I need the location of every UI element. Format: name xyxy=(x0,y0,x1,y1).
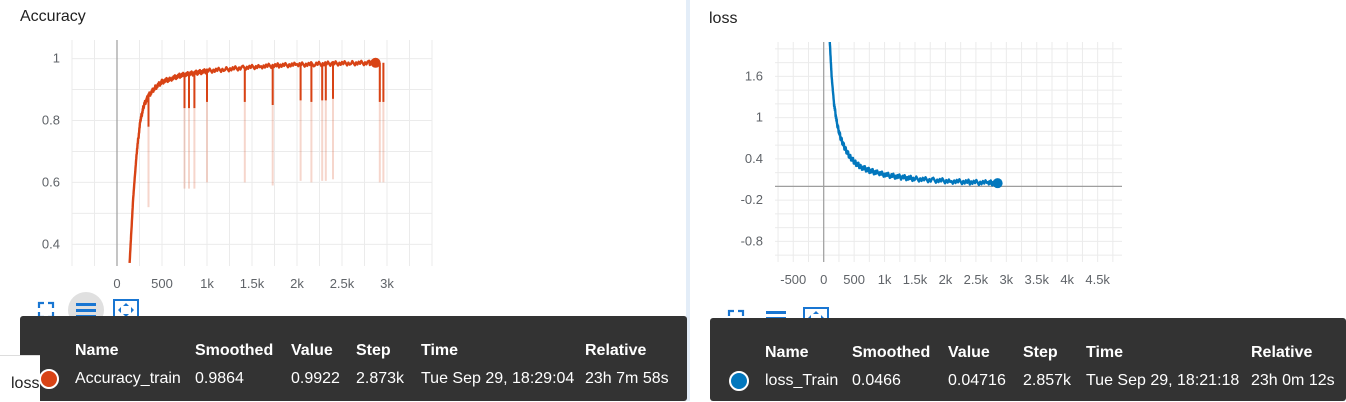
y-tick-label: -0.2 xyxy=(741,192,763,207)
y-tick-label: 0.8 xyxy=(42,112,60,127)
x-tick-label: 2.5k xyxy=(330,276,355,291)
col-relative: Relative xyxy=(585,342,647,359)
row-value: 0.04716 xyxy=(948,372,1006,389)
x-tick-label: 2k xyxy=(290,276,304,291)
row-step: 2.873k xyxy=(356,370,405,387)
col-relative: Relative xyxy=(1251,344,1313,361)
y-tick-label: 1 xyxy=(756,110,763,125)
x-tick-label: 1.5k xyxy=(903,272,928,287)
y-tick-label: 0.6 xyxy=(42,174,60,189)
x-tick-label: 1k xyxy=(878,272,892,287)
x-tick-label: 1.5k xyxy=(240,276,265,291)
x-tick-label: 0 xyxy=(113,276,120,291)
series-line xyxy=(128,59,377,263)
loss-chart-title: loss xyxy=(709,10,738,27)
col-smoothed: Smoothed xyxy=(852,344,931,361)
row-time: Tue Sep 29, 18:29:04 xyxy=(421,370,575,387)
row-smoothed: 0.9864 xyxy=(195,370,244,387)
x-tick-label: 4.5k xyxy=(1085,272,1110,287)
x-tick-label: 3.5k xyxy=(1024,272,1049,287)
row-name: loss_Train xyxy=(765,372,839,389)
panel-divider xyxy=(686,0,690,401)
accuracy-chart-title: Accuracy xyxy=(20,8,86,25)
x-tick-label: 2k xyxy=(939,272,953,287)
next-card-peek: loss xyxy=(0,355,40,402)
fullscreen-button[interactable] xyxy=(718,300,754,336)
x-tick-label: -500 xyxy=(780,272,806,287)
col-value: Value xyxy=(948,344,990,361)
y-tick-label: 0.4 xyxy=(42,236,60,251)
fullscreen-icon xyxy=(37,301,55,319)
col-step: Step xyxy=(1023,344,1058,361)
y-tick-label: 1.6 xyxy=(745,68,763,83)
fullscreen-button[interactable] xyxy=(28,292,64,328)
row-value: 0.9922 xyxy=(291,370,340,387)
accuracy-chart[interactable]: 0 500 1k 1.5k 2k 2.5k 3k 0.4 0.6 0.8 1 xyxy=(0,0,686,300)
loss-card: loss -500 0 500 1k 1.5k 2k 2.5k 3k 3.5k 4k 4.5k -0.… xyxy=(690,0,1346,401)
x-tick-label: 0 xyxy=(820,272,827,287)
col-value: Value xyxy=(291,342,333,359)
hover-point xyxy=(992,178,1003,189)
col-time: Time xyxy=(421,342,459,359)
col-name: Name xyxy=(765,344,809,361)
loss-tooltip: Name Smoothed Value Step Time Relative l… xyxy=(710,318,1346,401)
y-tick-label: -0.8 xyxy=(741,233,763,248)
row-step: 2.857k xyxy=(1023,372,1072,389)
next-card-title: loss xyxy=(11,375,40,392)
x-tick-label: 500 xyxy=(151,276,173,291)
hover-point xyxy=(370,57,381,68)
y-tick-label: 1 xyxy=(53,51,60,66)
y-tick-label: 0.4 xyxy=(745,151,763,166)
col-smoothed: Smoothed xyxy=(195,342,274,359)
x-tick-label: 500 xyxy=(843,272,865,287)
x-tick-label: 1k xyxy=(200,276,214,291)
series-color-dot xyxy=(39,369,59,389)
accuracy-tooltip: Name Smoothed Value Step Time Relative A… xyxy=(20,316,687,401)
fullscreen-icon xyxy=(727,309,745,327)
series-line xyxy=(828,41,999,187)
x-tick-label: 3k xyxy=(999,272,1013,287)
col-step: Step xyxy=(356,342,391,359)
x-tick-label: 4k xyxy=(1060,272,1074,287)
x-tick-label: 2.5k xyxy=(964,272,989,287)
row-smoothed: 0.0466 xyxy=(852,372,901,389)
series-color-dot xyxy=(729,371,749,391)
col-name: Name xyxy=(75,342,119,359)
row-relative: 23h 7m 58s xyxy=(585,370,669,387)
row-time: Tue Sep 29, 18:21:18 xyxy=(1086,372,1240,389)
row-name: Accuracy_train xyxy=(75,370,181,387)
row-relative: 23h 0m 12s xyxy=(1251,372,1335,389)
loss-chart[interactable]: -500 0 500 1k 1.5k 2k 2.5k 3k 3.5k 4k 4.5k -0.8 -0.2… xyxy=(690,0,1346,300)
accuracy-card: Accuracy 0 500 1k 1.5k 2k 2.5k 3k 0.4 0.6 0.8 1 Na… xyxy=(0,0,687,402)
x-tick-label: 3k xyxy=(380,276,394,291)
col-time: Time xyxy=(1086,344,1124,361)
